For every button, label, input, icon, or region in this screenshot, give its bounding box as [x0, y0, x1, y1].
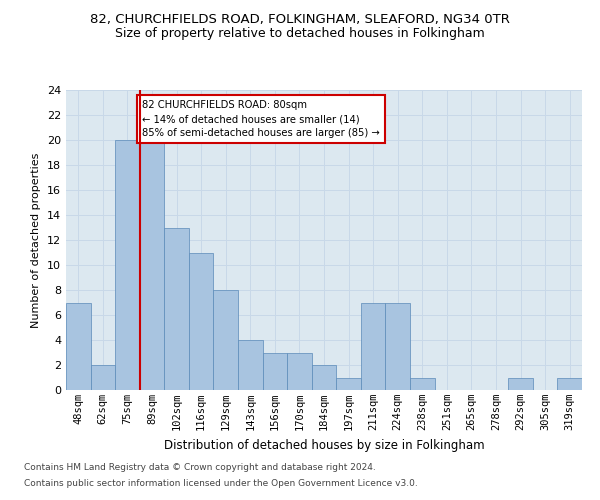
Bar [336, 378, 361, 390]
Bar [410, 378, 434, 390]
Bar [164, 228, 189, 390]
Bar [91, 365, 115, 390]
Bar [312, 365, 336, 390]
Bar [214, 290, 238, 390]
Bar [287, 352, 312, 390]
Bar [189, 252, 214, 390]
Bar [140, 140, 164, 390]
Bar [238, 340, 263, 390]
Bar [66, 302, 91, 390]
Bar [508, 378, 533, 390]
X-axis label: Distribution of detached houses by size in Folkingham: Distribution of detached houses by size … [164, 438, 484, 452]
Bar [361, 302, 385, 390]
Text: 82, CHURCHFIELDS ROAD, FOLKINGHAM, SLEAFORD, NG34 0TR: 82, CHURCHFIELDS ROAD, FOLKINGHAM, SLEAF… [90, 12, 510, 26]
Text: 82 CHURCHFIELDS ROAD: 80sqm
← 14% of detached houses are smaller (14)
85% of sem: 82 CHURCHFIELDS ROAD: 80sqm ← 14% of det… [142, 100, 380, 138]
Text: Contains public sector information licensed under the Open Government Licence v3: Contains public sector information licen… [24, 478, 418, 488]
Bar [115, 140, 140, 390]
Bar [263, 352, 287, 390]
Bar [557, 378, 582, 390]
Y-axis label: Number of detached properties: Number of detached properties [31, 152, 41, 328]
Text: Size of property relative to detached houses in Folkingham: Size of property relative to detached ho… [115, 28, 485, 40]
Bar [385, 302, 410, 390]
Text: Contains HM Land Registry data © Crown copyright and database right 2024.: Contains HM Land Registry data © Crown c… [24, 464, 376, 472]
